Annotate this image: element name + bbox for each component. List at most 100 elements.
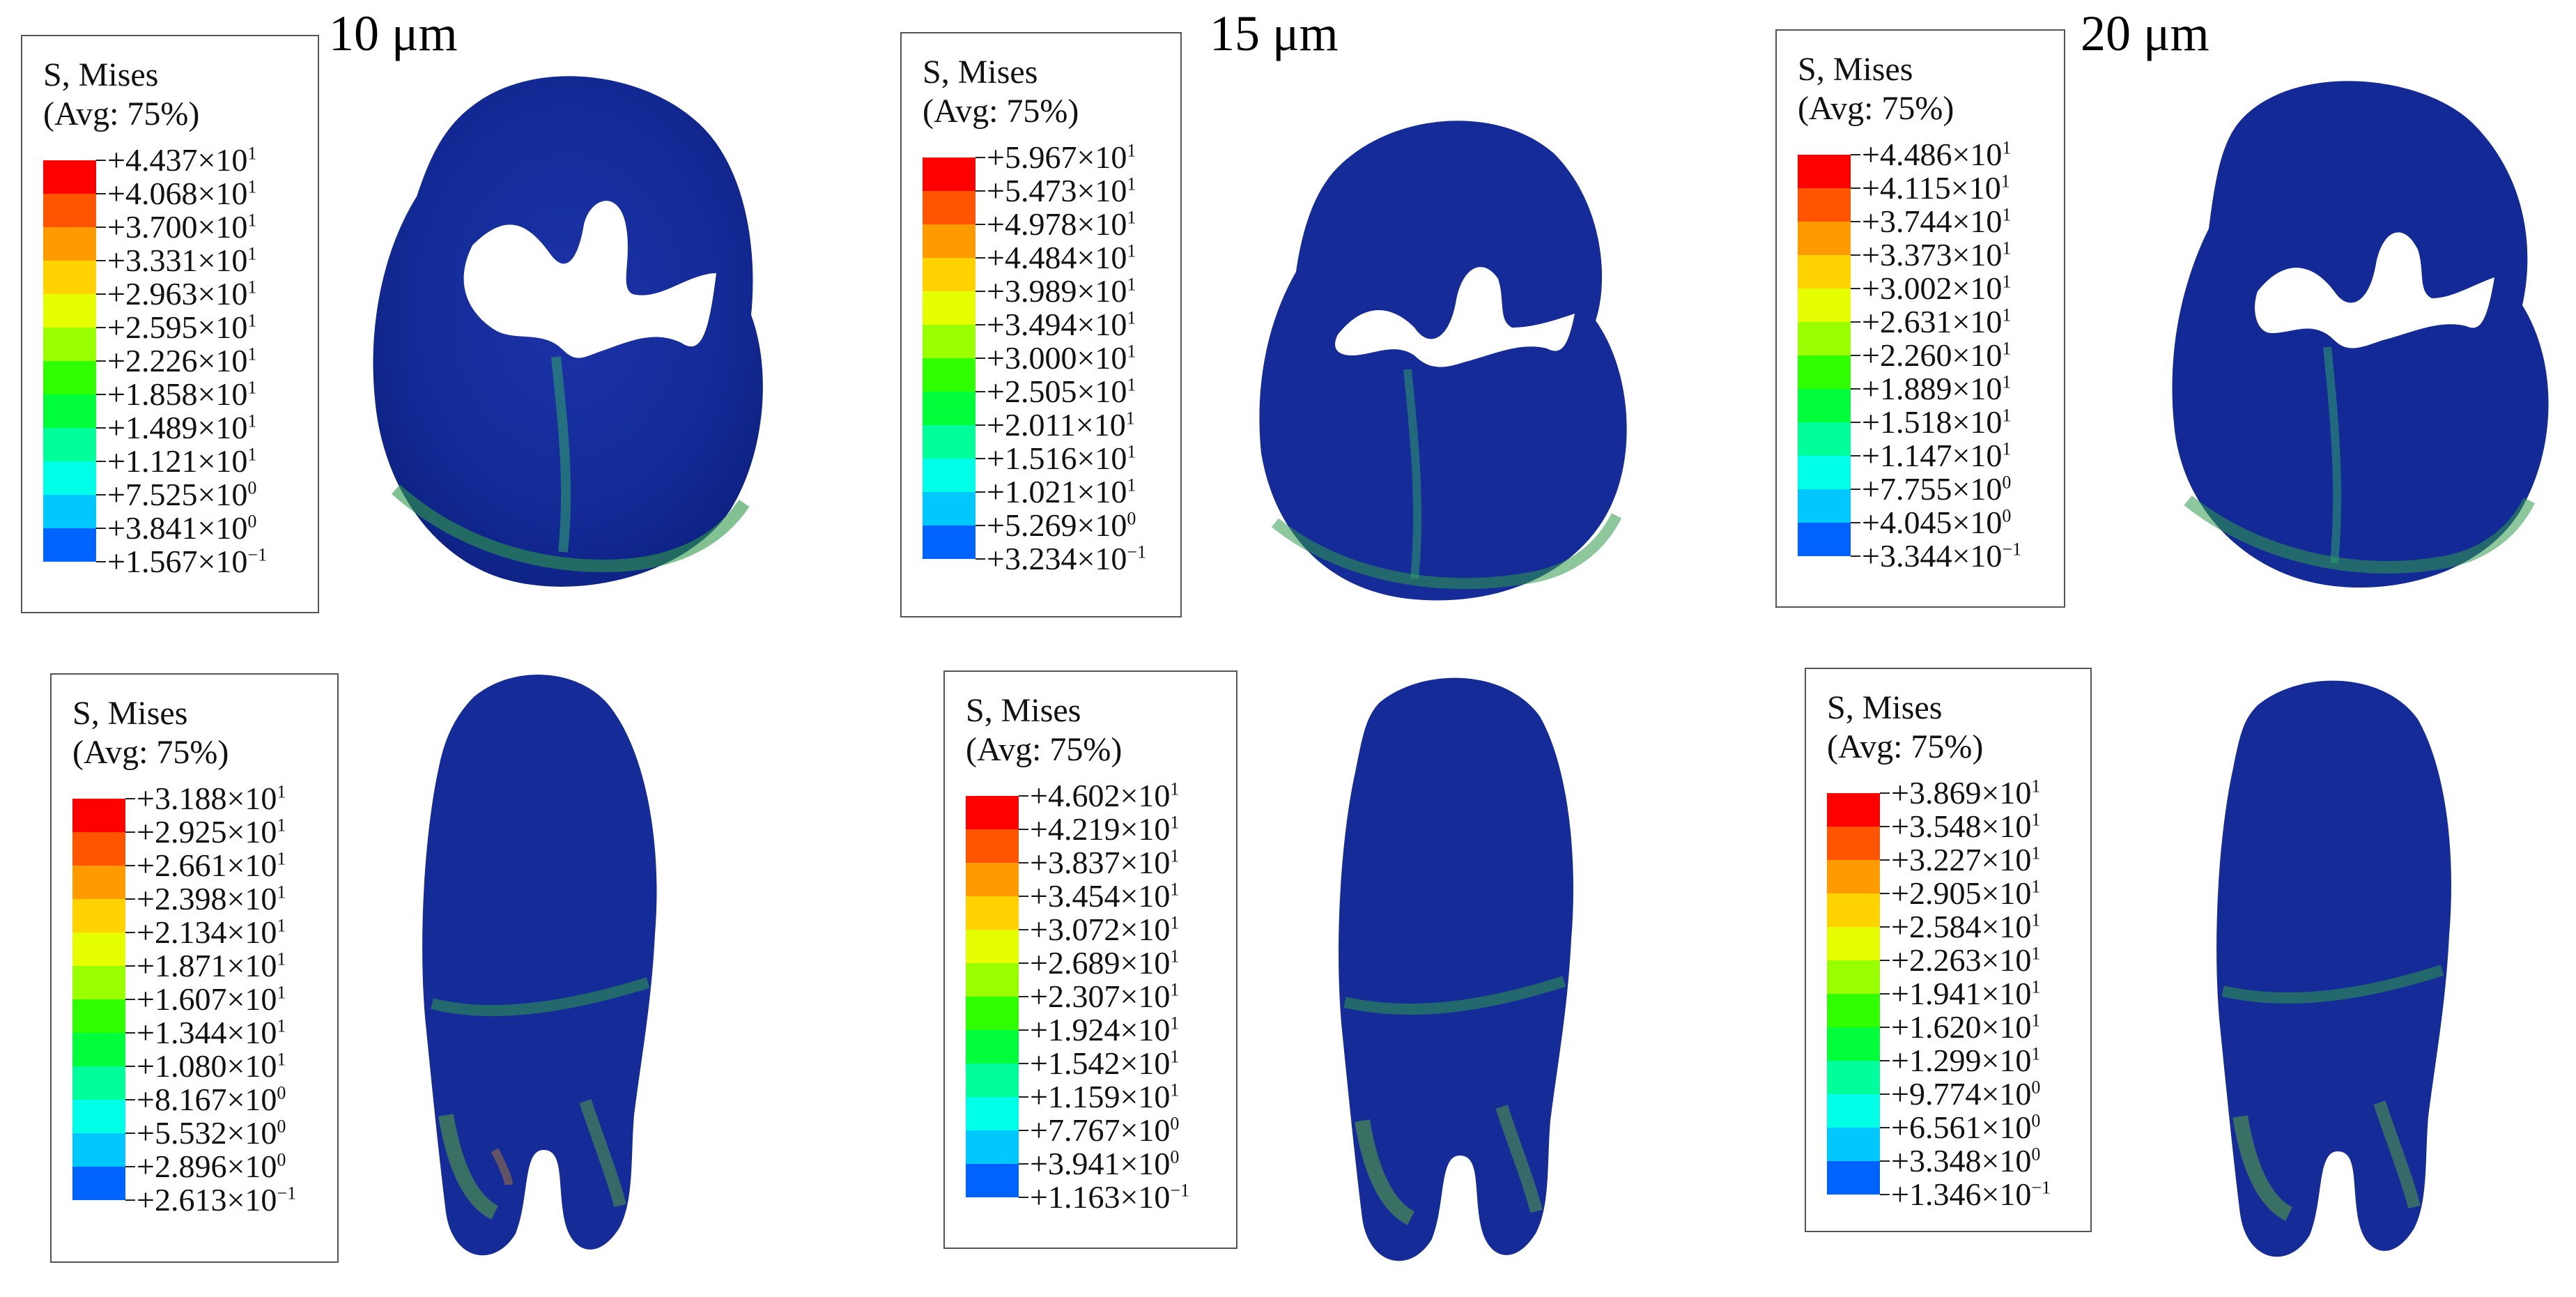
legend-value: +4.219×101 [1030,811,1180,847]
legend-row: +6.561×100 [1827,1111,2090,1161]
legend-row: +1.299×101 [1827,1044,2090,1094]
legend-tick [1880,826,1890,827]
legend-swatch [1798,188,1851,222]
legend-tick [1880,960,1890,961]
legend-tick [1019,1163,1028,1165]
legend-row: +4.602×101 [966,779,1236,829]
legend-tick [125,865,135,866]
legend-exponent: 1 [2002,438,2012,459]
legend-value: +2.011×101 [987,407,1135,443]
legend-exponent: 1 [1170,946,1180,967]
legend-exponent: 1 [2002,137,2012,158]
legend-tick [1880,792,1890,794]
legend-mantissa: +4.219 [1030,811,1120,847]
legend-row: +3.869×101 [1827,775,2090,827]
legend-swatch [923,158,975,191]
legend-tick [1019,1063,1028,1064]
legend-tick [975,224,985,225]
legend-row: +3.000×101 [923,341,1180,392]
legend-tick [96,494,106,496]
legend-row: +2.584×101 [1827,909,2090,960]
legend-tick [1851,555,1860,557]
legend-value: +1.889×101 [1862,371,2012,406]
legend-row: +4.068×101 [43,177,318,227]
legend-value: +3.869×101 [1891,775,2041,811]
legend-row: +1.163×10−1 [966,1181,1236,1214]
legend-swatch [43,428,96,461]
legend-swatch [923,492,975,525]
legend-tick [125,965,135,967]
legend-row: +2.963×101 [43,277,318,328]
legend-row: +4.115×101 [1798,171,2064,222]
legend-tick [1851,187,1860,189]
legend-row: +5.532×100 [72,1116,337,1167]
legend-subtitle: (Avg: 75%) [72,734,229,771]
legend-value: +3.348×100 [1891,1143,2041,1179]
legend-row: +3.234×10−1 [923,542,1180,576]
legend-mantissa: +3.373 [1862,237,1952,273]
legend-exponent: 1 [2031,776,2041,797]
legend-row: +1.567×10−1 [43,545,318,578]
legend-row: +2.260×101 [1798,338,2064,389]
legend-mantissa: +1.620 [1891,1009,1982,1045]
legend-row: +2.905×101 [1827,877,2090,927]
legend-tick [96,561,106,562]
legend-row: +2.307×101 [966,980,1236,1030]
legend-tick [1019,795,1028,797]
legend-tick [1019,929,1028,930]
legend-mantissa: +5.473 [987,173,1077,208]
legend-swatch [43,294,96,328]
legend-swatch [923,525,975,559]
legend-tick [1851,288,1860,289]
legend-tick [96,160,106,161]
legend-tick [1880,1194,1890,1195]
legend-mantissa: +7.767 [1030,1112,1120,1148]
legend-tick [975,358,985,359]
legend-row: +1.021×101 [923,475,1180,525]
legend-row: +2.896×100 [72,1149,337,1200]
legend-exponent: 0 [1127,508,1136,529]
legend-mantissa: +2.896 [137,1149,227,1184]
legend-title: S, Mises [923,54,1038,91]
legend-value: +7.755×100 [1862,471,2012,507]
legend-row: +2.613×10−1 [72,1183,337,1217]
legend-tick [975,525,985,526]
legend-value: +1.941×101 [1891,976,2041,1011]
legend-swatch [43,227,96,261]
legend-value: +1.516×101 [987,440,1136,476]
legend-title: S, Mises [966,692,1081,729]
legend-exponent: 0 [247,511,257,532]
legend-value: +3.989×101 [987,273,1136,309]
legend-row: +3.348×100 [1827,1143,2090,1195]
legend-row: +3.188×101 [72,782,337,832]
legend-subtitle: (Avg: 75%) [923,93,1079,130]
legend-mantissa: +3.454 [1030,878,1120,914]
legend-tick [1880,1060,1890,1061]
legend-row: +3.373×101 [1798,237,2064,289]
legend-row: +4.978×101 [923,208,1180,258]
legend-mantissa: +2.226 [107,343,198,378]
legend-tick [975,424,985,426]
legend-exponent: 1 [1127,475,1136,496]
legend-exponent: 1 [247,444,257,465]
legend-exponent: 1 [1127,140,1136,161]
legend-exponent: −1 [1127,542,1147,562]
legend-row: +2.689×101 [966,946,1236,997]
legend-tick [1851,455,1860,456]
legend-tick [975,391,985,392]
legend-value: +1.121×101 [107,443,257,479]
legend-swatch [43,495,96,528]
legend-swatch [966,796,1019,829]
legend-mantissa: +4.484 [987,240,1077,275]
legend-tick [1851,489,1860,490]
legend-swatch [43,528,96,562]
legend-mantissa: +1.489 [107,410,198,445]
legend-mantissa: +2.631 [1862,304,1952,339]
legend-exponent: 1 [2002,338,2012,359]
legend-exponent: 1 [2031,809,2041,830]
legend-value: +2.584×101 [1891,909,2041,944]
legend-row: +2.011×101 [923,407,1180,459]
legend-exponent: 1 [277,982,286,1003]
legend-swatch [923,325,975,358]
legend-title: S, Mises [1827,689,1943,726]
